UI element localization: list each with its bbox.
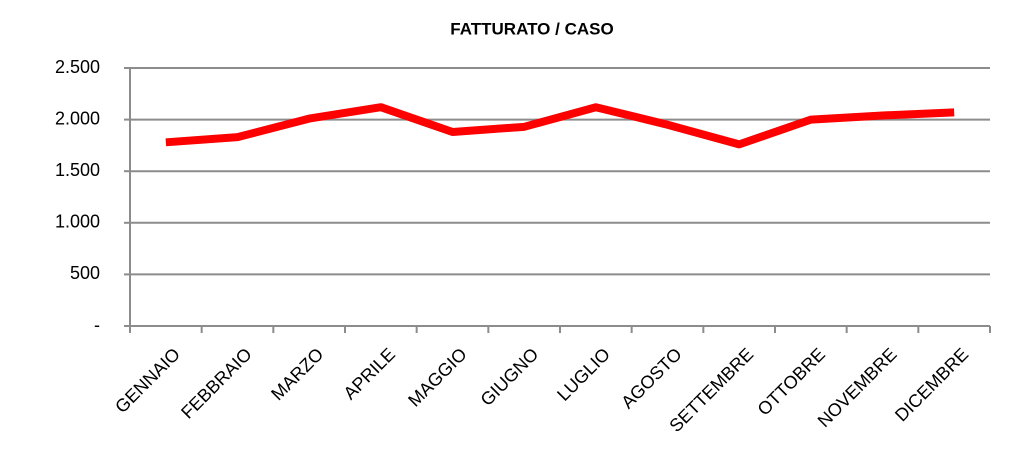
x-tick-label: APRILE	[340, 344, 399, 403]
y-tick-label: 1.000	[55, 212, 100, 232]
chart-title: FATTURATO / CASO	[450, 19, 613, 38]
data-line	[165, 103, 955, 149]
x-tick-label: DICEMBRE	[891, 344, 972, 425]
y-tick-label: 1.500	[55, 160, 100, 180]
y-tick-label: 2.500	[55, 57, 100, 77]
x-tick-label: GENNAIO	[111, 344, 184, 417]
x-tick-label: MAGGIO	[404, 344, 470, 410]
x-tick-label: FEBBRAIO	[177, 344, 256, 423]
y-tick-label: 2.000	[55, 108, 100, 128]
x-tick-label: AGOSTO	[617, 344, 685, 412]
x-tick-label: MARZO	[267, 344, 327, 404]
x-tick-label: OTTOBRE	[754, 344, 829, 419]
y-tick-label: 500	[70, 263, 100, 283]
y-tick-label: -	[94, 315, 100, 335]
x-tick-label: LUGLIO	[553, 344, 614, 405]
x-tick-label: GIUGNO	[477, 344, 543, 410]
